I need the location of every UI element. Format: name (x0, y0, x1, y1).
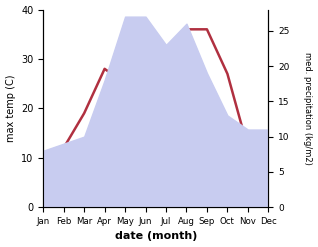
Y-axis label: max temp (C): max temp (C) (5, 75, 16, 142)
X-axis label: date (month): date (month) (114, 231, 197, 242)
Y-axis label: med. precipitation (kg/m2): med. precipitation (kg/m2) (303, 52, 313, 165)
